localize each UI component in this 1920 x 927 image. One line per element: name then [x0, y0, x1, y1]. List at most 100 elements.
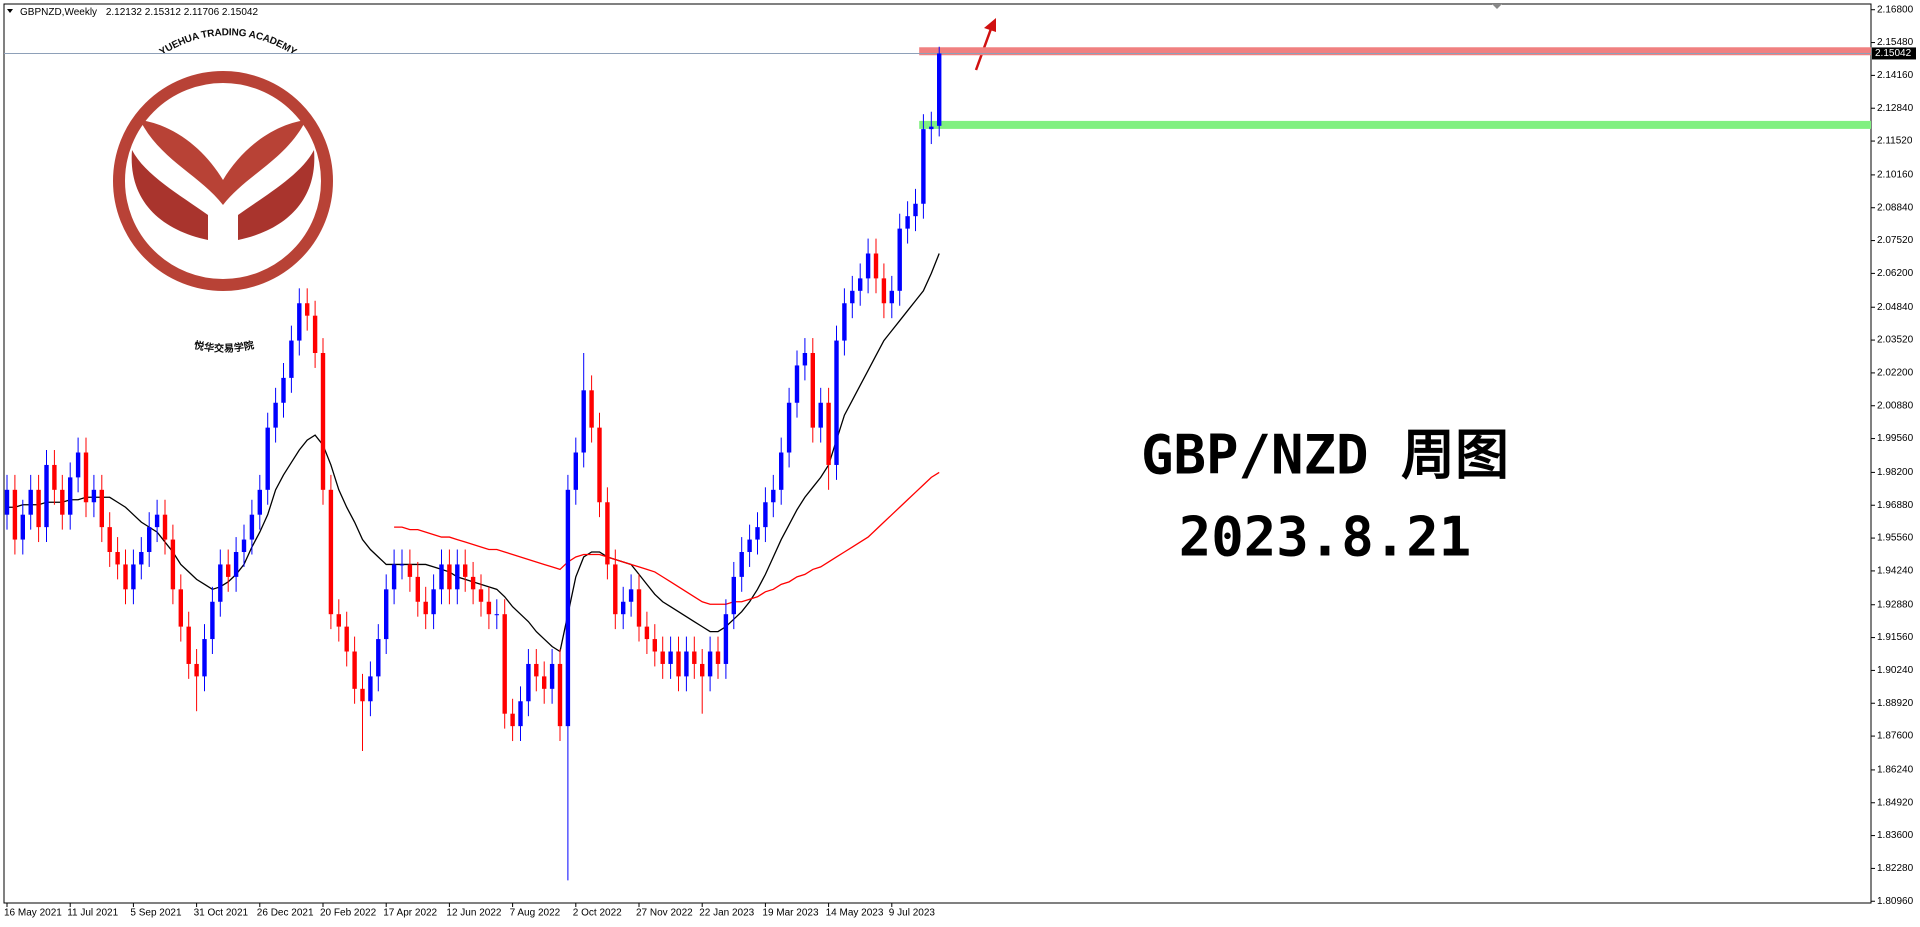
candle-body: [415, 576, 420, 602]
candle-body: [929, 126, 934, 130]
candle-body: [707, 651, 713, 677]
candle-body: [423, 601, 428, 615]
y-tick-label: 2.07520: [1877, 235, 1914, 246]
candle-body: [794, 365, 800, 403]
candle-body: [526, 663, 531, 702]
candle-body: [75, 452, 81, 478]
x-tick-label: 17 Apr 2022: [383, 908, 437, 919]
candle-body: [44, 464, 49, 528]
candle-body: [739, 552, 744, 577]
candle-body: [518, 701, 523, 727]
header-low: 2.11706: [184, 7, 220, 18]
candle-body: [336, 614, 341, 627]
candle-body: [810, 353, 815, 428]
header-high: 2.15312: [145, 7, 182, 18]
y-tick-label: 1.90240: [1877, 665, 1914, 676]
candle-body: [636, 589, 642, 627]
candle-body: [834, 340, 839, 465]
candle-body: [352, 651, 357, 689]
candle-body: [289, 340, 294, 378]
candle-body: [170, 539, 176, 590]
candle-body: [312, 315, 318, 354]
y-tick-label: 2.14160: [1877, 70, 1914, 81]
scroll-marker: [1492, 4, 1502, 9]
candle-body: [99, 489, 104, 528]
x-tick-label: 7 Aug 2022: [510, 908, 561, 919]
price-label-box: [1872, 47, 1916, 60]
candle-body: [858, 278, 863, 291]
y-tick-label: 1.95560: [1877, 533, 1914, 544]
candle-body: [154, 514, 160, 528]
candle-body: [747, 539, 752, 553]
candle-body: [384, 589, 389, 640]
y-tick-label: 1.82280: [1877, 863, 1914, 874]
candle-body: [265, 427, 270, 490]
candle-body: [478, 589, 484, 602]
y-tick-label: 2.12840: [1877, 103, 1914, 114]
candle-body: [850, 290, 855, 304]
candle-body: [865, 253, 871, 279]
candle-body: [676, 651, 681, 677]
candle-body: [123, 564, 128, 590]
candle-body: [297, 303, 302, 341]
candle-body: [786, 402, 792, 453]
candle-body: [447, 564, 452, 590]
y-tick-label: 1.87600: [1877, 731, 1914, 742]
arrow-head: [984, 18, 996, 32]
candle-body: [131, 564, 136, 590]
x-tick-label: 12 Jun 2022: [446, 908, 501, 919]
candle-body: [573, 452, 578, 490]
candle-body: [684, 651, 689, 677]
y-tick-label: 1.99560: [1877, 433, 1914, 444]
candle-body: [4, 489, 10, 515]
y-tick-label: 2.15480: [1877, 37, 1914, 48]
x-tick-label: 22 Jan 2023: [699, 908, 754, 919]
candle-body: [210, 601, 215, 640]
y-tick-label: 1.84920: [1877, 797, 1914, 808]
candle-body: [249, 514, 255, 540]
candle-body: [542, 676, 547, 689]
candle-body: [83, 452, 89, 503]
header: GBPNZD,Weekly 2.12132 2.15312 2.11706 2.…: [20, 7, 258, 18]
candle-body: [913, 203, 918, 217]
candle-body: [328, 489, 334, 615]
candle-body: [376, 639, 381, 677]
y-tick-label: 1.92880: [1877, 599, 1914, 610]
candle-body: [826, 402, 831, 465]
candle-body: [779, 452, 784, 490]
candle-body: [510, 713, 515, 727]
candle-body: [470, 576, 476, 590]
moving-average: [394, 471, 940, 605]
candle-body: [549, 663, 555, 689]
candle-body: [897, 228, 902, 291]
x-tick-label: 9 Jul 2023: [889, 908, 936, 919]
y-tick-label: 2.10160: [1877, 170, 1914, 181]
candle-body: [605, 502, 610, 565]
y-tick-label: 2.11520: [1877, 136, 1913, 147]
x-tick-label: 16 May 2021: [4, 908, 62, 919]
y-tick-label: 1.96880: [1877, 500, 1914, 511]
candle-body: [628, 589, 634, 602]
zone: [919, 120, 1871, 129]
candle-body: [139, 552, 144, 565]
candle-body: [755, 527, 760, 540]
candle-body: [407, 564, 413, 577]
candle-body: [431, 589, 436, 615]
candle-body: [241, 539, 247, 553]
candle-body: [305, 303, 310, 316]
candle-body: [20, 514, 25, 540]
x-tick-label: 20 Feb 2022: [320, 908, 377, 919]
candle-body: [494, 614, 499, 616]
y-tick-label: 1.83600: [1877, 830, 1914, 841]
candle-body: [881, 278, 887, 304]
zone: [919, 47, 1871, 56]
x-tick-label: 14 May 2023: [826, 908, 884, 919]
header-close: 2.15042: [222, 7, 259, 18]
candle-body: [218, 564, 223, 602]
candle-body: [565, 489, 571, 727]
y-tick-label: 2.04840: [1877, 302, 1914, 313]
x-tick-label: 5 Sep 2021: [130, 908, 182, 919]
candle-body: [692, 651, 697, 664]
candle-body: [715, 651, 721, 664]
candle-body: [502, 614, 507, 714]
